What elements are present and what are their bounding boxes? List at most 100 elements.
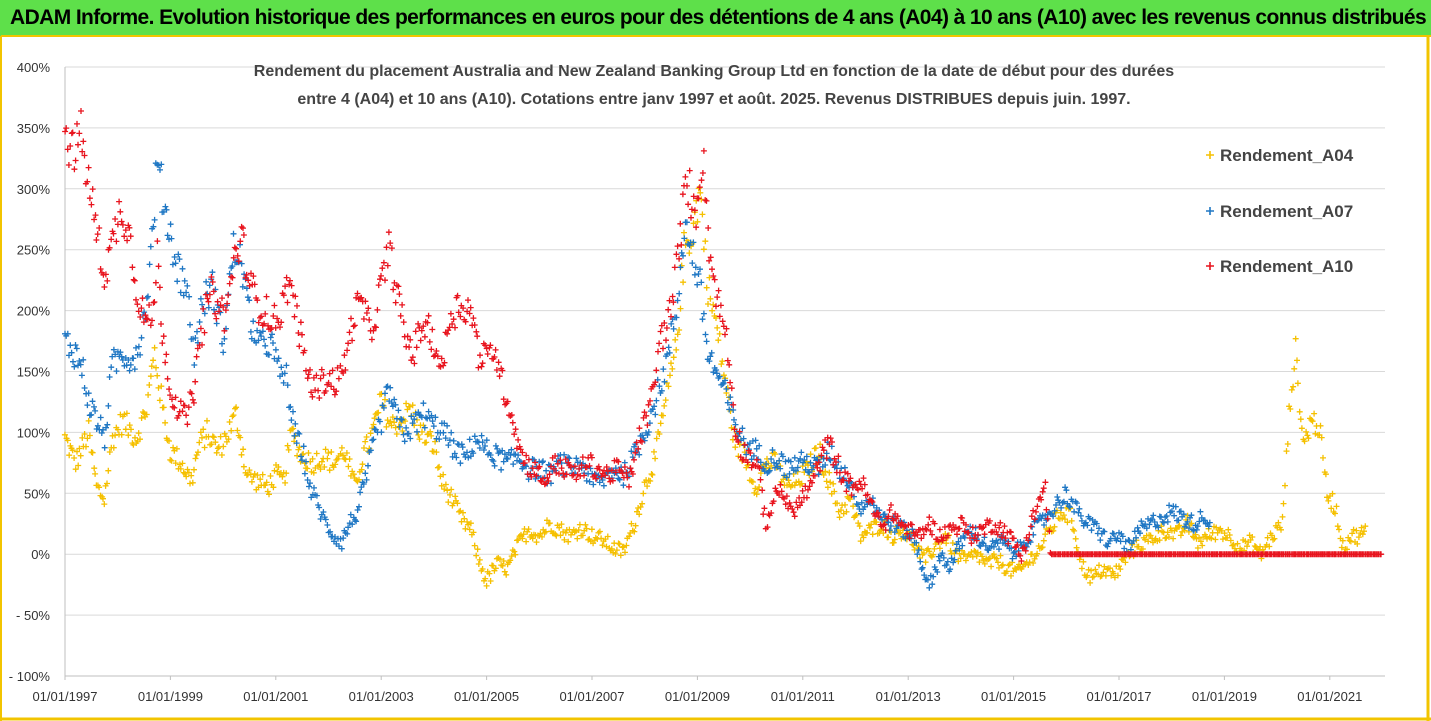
data-point (275, 464, 282, 470)
data-point (579, 454, 586, 461)
data-point (999, 561, 1006, 568)
data-point (786, 470, 793, 477)
data-point (75, 362, 81, 369)
legend-label: Rendement_A04 (1220, 146, 1354, 165)
data-point (420, 323, 427, 330)
data-point (753, 445, 760, 452)
data-point (1244, 543, 1250, 550)
data-point (637, 504, 644, 510)
data-point (151, 216, 158, 223)
data-point (820, 472, 827, 478)
data-point (1002, 535, 1009, 542)
data-point (92, 407, 99, 414)
data-point (667, 372, 673, 379)
data-point (447, 310, 454, 317)
data-point (606, 475, 613, 482)
series-Rendement_A10 (62, 108, 1384, 564)
data-point (724, 399, 731, 406)
data-point (576, 465, 583, 472)
data-point (622, 549, 628, 556)
data-point (77, 452, 84, 459)
data-point (764, 524, 771, 531)
data-point (175, 412, 182, 419)
data-point (71, 455, 78, 461)
data-point (291, 313, 298, 320)
data-point (313, 372, 320, 379)
data-point (240, 232, 247, 238)
data-point (125, 432, 132, 439)
data-point (776, 457, 783, 464)
data-point (290, 425, 297, 432)
data-point (719, 381, 726, 388)
data-point (951, 556, 958, 563)
data-point (930, 551, 937, 558)
data-point (565, 538, 572, 545)
data-point (147, 243, 154, 250)
data-point (717, 302, 724, 309)
data-point (990, 551, 997, 558)
data-point (891, 536, 898, 543)
data-point (131, 366, 138, 373)
data-point (769, 447, 776, 453)
data-point (96, 484, 103, 491)
data-point (71, 166, 78, 173)
data-point (187, 480, 193, 487)
data-point (641, 409, 648, 416)
data-point (922, 525, 929, 532)
data-point (270, 340, 276, 346)
data-point (340, 452, 346, 459)
data-point (392, 424, 399, 431)
data-point (298, 453, 304, 460)
data-point (174, 278, 181, 285)
data-point (713, 367, 720, 373)
data-point (1297, 416, 1304, 423)
data-point (994, 531, 1001, 538)
data-point (1041, 522, 1047, 528)
data-point (453, 454, 460, 461)
data-point (145, 391, 152, 398)
data-point (1286, 403, 1293, 410)
data-point (345, 463, 352, 470)
data-point (730, 401, 737, 408)
data-point (523, 452, 530, 459)
data-point (257, 476, 264, 483)
data-point (467, 304, 474, 311)
data-point (1298, 425, 1305, 432)
data-point (768, 510, 775, 516)
data-point (1038, 496, 1045, 503)
data-point (104, 480, 110, 487)
data-point (75, 462, 82, 469)
data-point (300, 443, 307, 450)
data-point (957, 555, 964, 562)
data-point (1150, 512, 1157, 519)
data-point (558, 465, 565, 472)
data-point (873, 519, 880, 526)
data-point (997, 552, 1004, 559)
data-point (243, 472, 250, 479)
data-point (930, 573, 937, 580)
data-point (1107, 565, 1113, 572)
data-point (1177, 508, 1184, 515)
data-point (765, 468, 772, 475)
data-point (326, 370, 333, 377)
data-point (320, 509, 327, 515)
data-point (473, 552, 480, 559)
data-point (1027, 523, 1034, 530)
data-point (508, 553, 515, 560)
data-point (931, 545, 938, 552)
data-point (106, 244, 113, 251)
data-point (1067, 504, 1073, 511)
data-point (943, 540, 950, 547)
data-point (360, 481, 367, 487)
data-point (228, 427, 235, 434)
data-point (1138, 518, 1145, 525)
data-point (1031, 516, 1038, 523)
data-point (378, 429, 385, 436)
y-tick-label: 250% (17, 243, 51, 258)
data-point (639, 500, 646, 507)
data-point (1212, 536, 1219, 543)
data-point (299, 331, 305, 338)
data-point (243, 271, 250, 278)
data-point (680, 252, 686, 259)
data-point (220, 443, 227, 450)
